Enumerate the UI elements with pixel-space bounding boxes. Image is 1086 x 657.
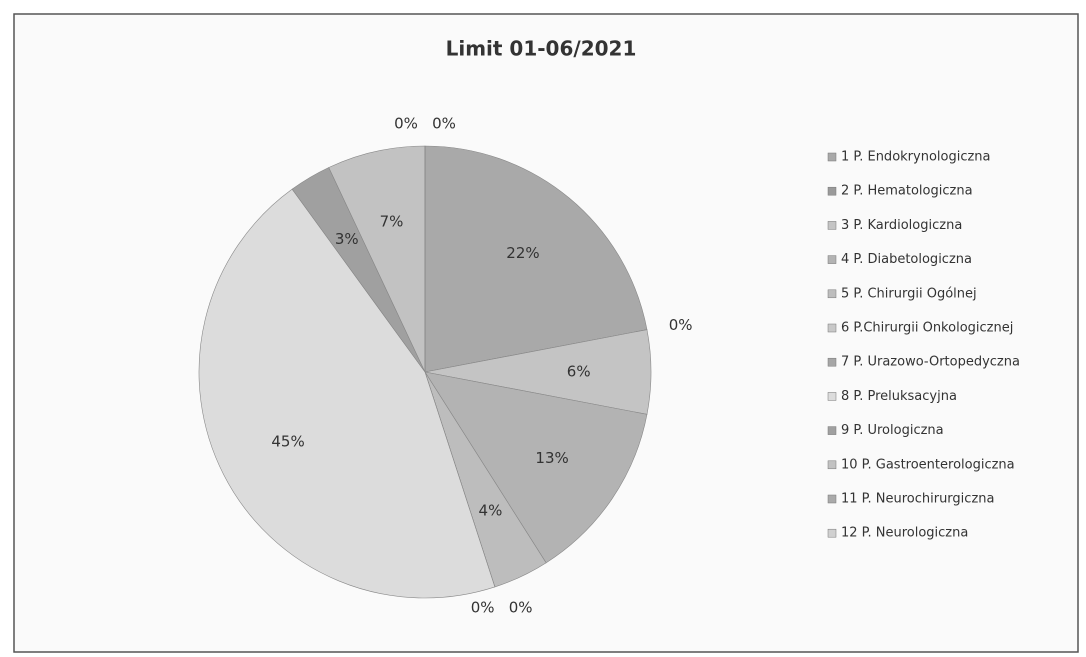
data-label: 0% xyxy=(394,115,418,133)
data-label: 45% xyxy=(271,432,304,450)
data-label: 22% xyxy=(506,244,539,262)
legend-swatch xyxy=(827,186,837,196)
data-label: 13% xyxy=(535,449,568,467)
legend-label: 1 P. Endokrynologiczna xyxy=(841,150,991,165)
legend-swatch xyxy=(827,357,837,367)
legend-label: 8 P. Preluksacyjna xyxy=(841,389,957,404)
legend-swatch xyxy=(827,289,837,299)
legend-label: 5 P. Chirurgii Ogólnej xyxy=(841,286,977,301)
legend-label: 9 P. Urologiczna xyxy=(841,423,944,438)
data-label: 0% xyxy=(471,598,495,616)
legend-swatch xyxy=(827,255,837,264)
data-label: 4% xyxy=(479,502,503,520)
data-label: 0% xyxy=(432,115,456,133)
data-label: 7% xyxy=(380,213,404,231)
chart-title: Limit 01-06/2021 xyxy=(446,37,637,61)
legend-label: 11 P. Neurochirurgiczna xyxy=(841,492,994,507)
data-label: 6% xyxy=(567,363,591,381)
legend-label: 10 P. Gastroenterologiczna xyxy=(841,457,1015,472)
legend-label: 6 P.Chirurgii Onkologicznej xyxy=(841,321,1013,336)
legend-label: 12 P. Neurologiczna xyxy=(841,526,968,541)
pie-slice xyxy=(424,371,648,564)
pie-slice xyxy=(198,188,496,599)
legend-swatch xyxy=(827,392,837,401)
legend-label: 3 P. Kardiologiczna xyxy=(841,218,962,233)
data-label: 0% xyxy=(509,598,533,616)
legend-swatch xyxy=(827,528,837,538)
legend-swatch xyxy=(827,426,837,435)
legend-label: 4 P. Diabetologiczna xyxy=(841,252,972,267)
legend-swatch xyxy=(827,152,837,162)
data-label: 3% xyxy=(335,230,359,248)
legend-swatch xyxy=(827,323,837,333)
legend-label: 7 P. Urazowo-Ortopedyczna xyxy=(841,355,1020,370)
legend-swatch xyxy=(827,221,837,230)
legend-swatch xyxy=(827,460,837,470)
legend-swatch xyxy=(827,494,837,504)
legend-label: 2 P. Hematologiczna xyxy=(841,184,973,199)
pie-slice xyxy=(424,145,648,373)
data-label: 0% xyxy=(669,316,693,334)
